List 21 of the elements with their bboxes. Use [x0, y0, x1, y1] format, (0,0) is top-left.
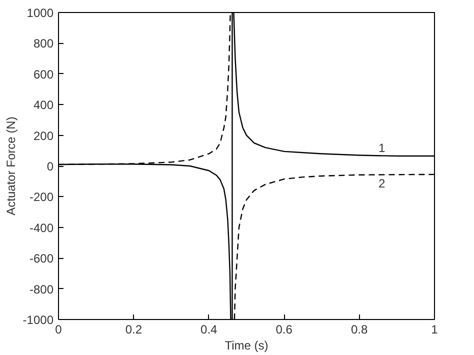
y-tick-label: -800 — [29, 282, 54, 296]
y-tick-label: 200 — [33, 128, 54, 143]
y-tick-label: -1000 — [22, 313, 54, 327]
x-tick-label: 0.6 — [276, 322, 293, 336]
y-tick-label: 800 — [33, 36, 54, 51]
x-tick-label: 1 — [431, 322, 438, 336]
y-tick-label: 600 — [33, 67, 54, 82]
series-label: 1 — [378, 141, 386, 156]
y-tick-label: 400 — [33, 98, 54, 112]
x-tick-label: 0.8 — [350, 322, 368, 336]
x-axis-title: Time (s) — [224, 338, 268, 352]
x-tick-label: 0.4 — [200, 322, 218, 336]
y-tick-label: -200 — [29, 190, 54, 204]
x-tick-label: 0 — [55, 322, 62, 336]
y-axis-title: Actuator Force (N) — [4, 116, 18, 216]
y-tick-label: 0 — [46, 160, 54, 174]
y-tick-label: -400 — [29, 220, 54, 235]
y-tick-label: -600 — [29, 252, 54, 266]
y-tick-label: 1000 — [26, 6, 54, 20]
x-tick-label: 0.2 — [125, 322, 142, 336]
series-label: 2 — [378, 176, 386, 191]
